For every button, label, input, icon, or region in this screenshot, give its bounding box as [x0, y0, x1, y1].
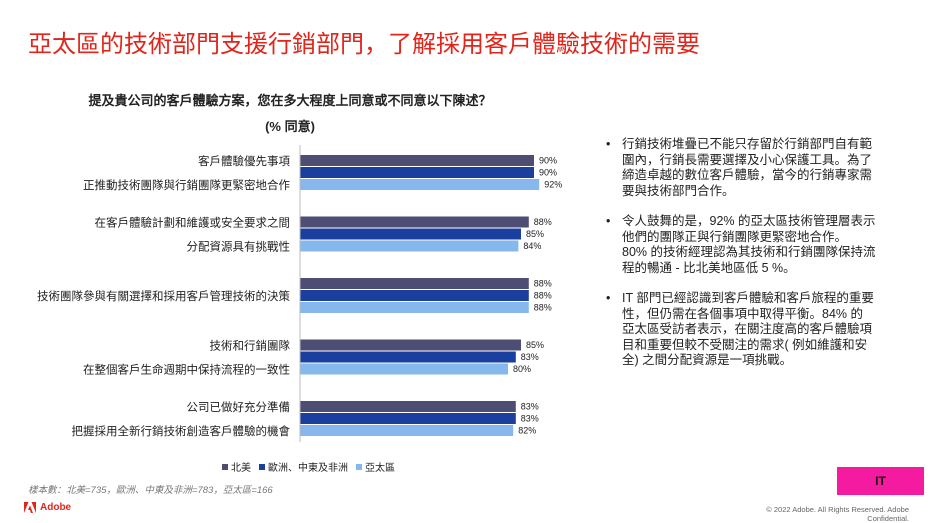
- bar-3: [300, 179, 540, 190]
- legend-swatch: [259, 463, 265, 470]
- legend-swatch: [222, 463, 228, 470]
- bullet-item: • 行銷技術堆疊已不能只存留於行銷部門自有範 圍內，行銷長需要選擇及小心保護工具。為…: [604, 137, 902, 199]
- legend-item: 北美: [222, 459, 251, 474]
- data-label: 90%: [539, 168, 557, 178]
- slide-title: 亞太區的技術部門支援行銷部門，了解採用客戶體驗技術的需要: [28, 31, 700, 58]
- bullet-text-line: 締造卓越的數位客戶體驗，當今的行銷專家需: [622, 168, 873, 182]
- bullet-text-line: 圍內，行銷長需要選擇及小心保護工具。為了: [622, 152, 873, 167]
- legend-swatch: [356, 463, 362, 470]
- data-label: 88%: [534, 291, 552, 301]
- bar-2: [300, 290, 529, 301]
- it-badge: IT: [837, 467, 924, 495]
- data-label: 84%: [523, 241, 541, 251]
- legend-item: 亞太區: [356, 459, 395, 474]
- bullet-text-line: 令人鼓舞的是，92% 的亞太區技術管理層表示: [622, 214, 876, 228]
- bullet-text-line: 全) 之間分配資源是一項挑戰。: [622, 353, 793, 367]
- bullet-text-line: 他們的團隊正與行銷團隊更緊密地合作。: [622, 229, 848, 244]
- bar-2: [300, 167, 534, 178]
- bar-1: [300, 339, 521, 351]
- bullet-text-line: 程的暢通 - 比北美地區低 5 %。: [622, 260, 796, 275]
- adobe-logo: Adobe: [24, 502, 71, 513]
- bullet-dot-icon: •: [606, 137, 611, 151]
- legend-label: 北美: [231, 463, 251, 474]
- data-label: 83%: [521, 414, 539, 424]
- bullet-dot-icon: •: [606, 214, 611, 228]
- chart-legend: 北美 歐洲、中東及非洲 亞太區: [222, 459, 403, 474]
- bullet-text-line: IT 部門已經認識到客戶體驗和客戶旅程的重要: [622, 291, 874, 305]
- adobe-logo-icon: [24, 502, 36, 513]
- bar-3: [300, 240, 519, 252]
- category-label: 公司已做好充分準備: [187, 400, 291, 414]
- category-label: 正推動技術團隊與行銷團隊更緊密地合作: [83, 178, 290, 192]
- bar-3: [300, 302, 529, 313]
- bar-2: [300, 413, 516, 424]
- category-label: 技術團隊參與有關選擇和採用客戶管理技術的決策: [37, 289, 290, 303]
- data-label: 85%: [526, 229, 544, 239]
- sample-size-note: 樣本數：北美=735，歐洲、中東及非洲=783，亞太區=166: [28, 485, 273, 496]
- category-label: 客戶體驗優先事項: [198, 154, 290, 168]
- category-label: 技術和行銷團隊: [210, 339, 291, 353]
- bullet-text-line: 目和重要但較不受關注的需求( 例如維護和安: [622, 337, 868, 352]
- data-label: 88%: [534, 217, 552, 227]
- bar-2: [300, 351, 516, 363]
- bullet-text-line: 80% 的技術經理認為其技術和行銷團隊保持流: [622, 245, 876, 259]
- chart-subtitle: (% 同意): [265, 119, 315, 134]
- commentary-bullets: • 行銷技術堆疊已不能只存留於行銷部門自有範 圍內，行銷長需要選擇及小心保護工具。為…: [604, 137, 902, 384]
- bar-1: [300, 401, 516, 412]
- copyright-text: © 2022 Adobe. All Rights Reserved. Adobe…: [766, 505, 909, 523]
- bullet-item: • 令人鼓舞的是，92% 的亞太區技術管理層表示 他們的團隊正與行銷團隊更緊密地合作…: [604, 214, 902, 276]
- data-label: 92%: [544, 180, 562, 190]
- data-label: 83%: [521, 402, 539, 412]
- data-label: 90%: [539, 156, 557, 166]
- legend-label: 亞太區: [365, 463, 395, 474]
- category-label: 分配資源具有挑戰性: [187, 240, 291, 254]
- data-label: 83%: [521, 352, 539, 362]
- data-label: 85%: [526, 340, 544, 350]
- data-label: 80%: [513, 364, 531, 374]
- legend-item: 歐洲、中東及非洲: [259, 459, 348, 474]
- data-label: 82%: [518, 426, 536, 436]
- bar-2: [300, 228, 521, 240]
- legend-label: 歐洲、中東及非洲: [268, 463, 348, 474]
- category-label: 在客戶體驗計劃和維護或安全要求之間: [95, 216, 291, 230]
- category-label: 把握採用全新行銷技術創造客戶體驗的機會: [72, 424, 291, 438]
- chart-title: 提及貴公司的客戶體驗方案，您在多大程度上同意或不同意以下陳述？: [88, 93, 492, 108]
- bullet-text-line: 行銷技術堆疊已不能只存留於行銷部門自有範: [622, 137, 873, 151]
- bar-1: [300, 278, 529, 289]
- adobe-wordmark: Adobe: [40, 502, 72, 513]
- bullet-text-line: 性，但仍需在各個事項中取得平衡。84% 的: [622, 306, 863, 321]
- bar-1: [300, 155, 534, 166]
- bar-1: [300, 216, 529, 228]
- data-label: 88%: [534, 303, 552, 313]
- data-label: 88%: [534, 279, 552, 289]
- category-label: 在整個客戶生命週期中保持流程的一致性: [83, 363, 290, 377]
- bullet-item: • IT 部門已經認識到客戶體驗和客戶旅程的重要 性，但仍需在各個事項中取得平衡。8…: [604, 291, 902, 369]
- bullet-text-line: 要與技術部門合作。: [622, 183, 735, 198]
- bullet-text-line: 亞太區受訪者表示，在關注度高的客戶體驗項: [622, 322, 873, 336]
- bullet-dot-icon: •: [606, 291, 611, 305]
- bar-3: [300, 425, 514, 436]
- bar-3: [300, 363, 508, 375]
